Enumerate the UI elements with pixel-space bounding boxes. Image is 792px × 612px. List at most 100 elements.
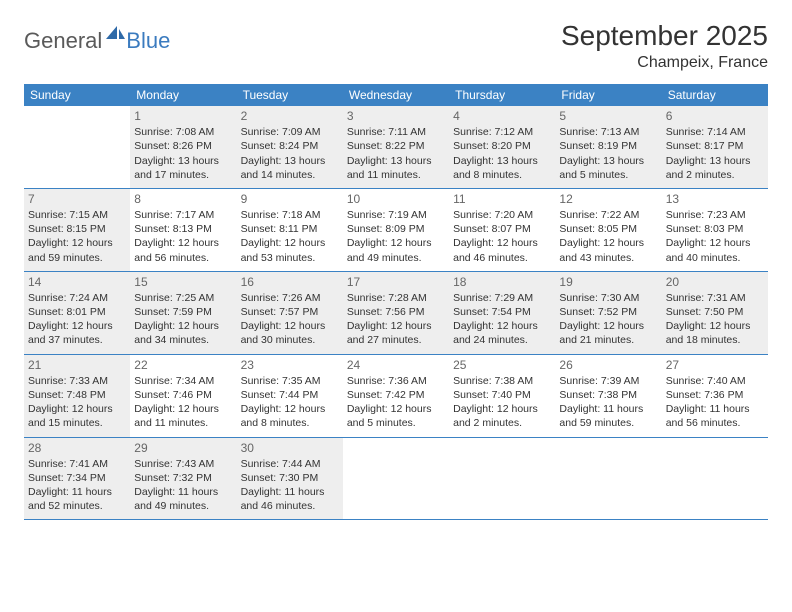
daylight-text: Daylight: 12 hours and 2 minutes. xyxy=(453,402,551,430)
day-cell: 7Sunrise: 7:15 AMSunset: 8:15 PMDaylight… xyxy=(24,189,130,271)
day-cell: 26Sunrise: 7:39 AMSunset: 7:38 PMDayligh… xyxy=(555,355,661,437)
sunrise-text: Sunrise: 7:35 AM xyxy=(241,374,339,388)
sunset-text: Sunset: 8:11 PM xyxy=(241,222,339,236)
day-number: 19 xyxy=(559,274,657,290)
day-number: 26 xyxy=(559,357,657,373)
sunset-text: Sunset: 7:36 PM xyxy=(666,388,764,402)
day-number: 27 xyxy=(666,357,764,373)
weeks-container: 1Sunrise: 7:08 AMSunset: 8:26 PMDaylight… xyxy=(24,106,768,520)
day-cell: 9Sunrise: 7:18 AMSunset: 8:11 PMDaylight… xyxy=(237,189,343,271)
day-number: 2 xyxy=(241,108,339,124)
day-number: 10 xyxy=(347,191,445,207)
sunrise-text: Sunrise: 7:15 AM xyxy=(28,208,126,222)
sunrise-text: Sunrise: 7:36 AM xyxy=(347,374,445,388)
sunset-text: Sunset: 8:05 PM xyxy=(559,222,657,236)
day-cell: 4Sunrise: 7:12 AMSunset: 8:20 PMDaylight… xyxy=(449,106,555,188)
daylight-text: Daylight: 13 hours and 8 minutes. xyxy=(453,154,551,182)
week-row: 28Sunrise: 7:41 AMSunset: 7:34 PMDayligh… xyxy=(24,438,768,521)
sunset-text: Sunset: 7:59 PM xyxy=(134,305,232,319)
week-row: 1Sunrise: 7:08 AMSunset: 8:26 PMDaylight… xyxy=(24,106,768,189)
day-cell: 23Sunrise: 7:35 AMSunset: 7:44 PMDayligh… xyxy=(237,355,343,437)
day-cell: 5Sunrise: 7:13 AMSunset: 8:19 PMDaylight… xyxy=(555,106,661,188)
day-cell: 17Sunrise: 7:28 AMSunset: 7:56 PMDayligh… xyxy=(343,272,449,354)
day-number: 3 xyxy=(347,108,445,124)
sunset-text: Sunset: 8:15 PM xyxy=(28,222,126,236)
sunrise-text: Sunrise: 7:34 AM xyxy=(134,374,232,388)
location: Champeix, France xyxy=(561,54,768,72)
day-number: 24 xyxy=(347,357,445,373)
sunrise-text: Sunrise: 7:17 AM xyxy=(134,208,232,222)
day-number: 7 xyxy=(28,191,126,207)
day-cell xyxy=(449,438,555,520)
day-cell: 18Sunrise: 7:29 AMSunset: 7:54 PMDayligh… xyxy=(449,272,555,354)
day-number: 11 xyxy=(453,191,551,207)
day-number: 29 xyxy=(134,440,232,456)
daylight-text: Daylight: 11 hours and 52 minutes. xyxy=(28,485,126,513)
day-number: 22 xyxy=(134,357,232,373)
sunset-text: Sunset: 7:30 PM xyxy=(241,471,339,485)
daylight-text: Daylight: 12 hours and 43 minutes. xyxy=(559,236,657,264)
day-cell: 11Sunrise: 7:20 AMSunset: 8:07 PMDayligh… xyxy=(449,189,555,271)
daylight-text: Daylight: 12 hours and 59 minutes. xyxy=(28,236,126,264)
day-cell: 8Sunrise: 7:17 AMSunset: 8:13 PMDaylight… xyxy=(130,189,236,271)
day-cell: 24Sunrise: 7:36 AMSunset: 7:42 PMDayligh… xyxy=(343,355,449,437)
sunrise-text: Sunrise: 7:08 AM xyxy=(134,125,232,139)
day-cell: 22Sunrise: 7:34 AMSunset: 7:46 PMDayligh… xyxy=(130,355,236,437)
sunset-text: Sunset: 7:48 PM xyxy=(28,388,126,402)
sunrise-text: Sunrise: 7:09 AM xyxy=(241,125,339,139)
sunset-text: Sunset: 7:46 PM xyxy=(134,388,232,402)
logo-sail-icon xyxy=(106,24,126,45)
sunset-text: Sunset: 8:03 PM xyxy=(666,222,764,236)
sunset-text: Sunset: 7:42 PM xyxy=(347,388,445,402)
day-cell: 28Sunrise: 7:41 AMSunset: 7:34 PMDayligh… xyxy=(24,438,130,520)
weekday-header: Tuesday xyxy=(237,84,343,106)
sunset-text: Sunset: 8:26 PM xyxy=(134,139,232,153)
sunset-text: Sunset: 7:50 PM xyxy=(666,305,764,319)
day-cell: 29Sunrise: 7:43 AMSunset: 7:32 PMDayligh… xyxy=(130,438,236,520)
daylight-text: Daylight: 13 hours and 14 minutes. xyxy=(241,154,339,182)
sunset-text: Sunset: 8:17 PM xyxy=(666,139,764,153)
day-number: 6 xyxy=(666,108,764,124)
sunrise-text: Sunrise: 7:30 AM xyxy=(559,291,657,305)
day-number: 20 xyxy=(666,274,764,290)
sunset-text: Sunset: 8:22 PM xyxy=(347,139,445,153)
day-number: 12 xyxy=(559,191,657,207)
sunrise-text: Sunrise: 7:25 AM xyxy=(134,291,232,305)
daylight-text: Daylight: 12 hours and 30 minutes. xyxy=(241,319,339,347)
sunrise-text: Sunrise: 7:28 AM xyxy=(347,291,445,305)
daylight-text: Daylight: 12 hours and 5 minutes. xyxy=(347,402,445,430)
logo-text-general: General xyxy=(24,28,102,54)
daylight-text: Daylight: 12 hours and 18 minutes. xyxy=(666,319,764,347)
page-header: General Blue September 2025 Champeix, Fr… xyxy=(24,20,768,72)
sunrise-text: Sunrise: 7:43 AM xyxy=(134,457,232,471)
day-cell xyxy=(24,106,130,188)
day-number: 9 xyxy=(241,191,339,207)
daylight-text: Daylight: 11 hours and 46 minutes. xyxy=(241,485,339,513)
logo-text-blue: Blue xyxy=(126,28,170,54)
weekday-header: Monday xyxy=(130,84,236,106)
weekday-header-row: Sunday Monday Tuesday Wednesday Thursday… xyxy=(24,84,768,106)
weekday-header: Wednesday xyxy=(343,84,449,106)
day-cell: 20Sunrise: 7:31 AMSunset: 7:50 PMDayligh… xyxy=(662,272,768,354)
day-number: 25 xyxy=(453,357,551,373)
sunrise-text: Sunrise: 7:19 AM xyxy=(347,208,445,222)
day-cell: 30Sunrise: 7:44 AMSunset: 7:30 PMDayligh… xyxy=(237,438,343,520)
sunset-text: Sunset: 8:07 PM xyxy=(453,222,551,236)
daylight-text: Daylight: 11 hours and 59 minutes. xyxy=(559,402,657,430)
daylight-text: Daylight: 11 hours and 56 minutes. xyxy=(666,402,764,430)
sunset-text: Sunset: 7:34 PM xyxy=(28,471,126,485)
day-number: 21 xyxy=(28,357,126,373)
sunrise-text: Sunrise: 7:40 AM xyxy=(666,374,764,388)
daylight-text: Daylight: 13 hours and 5 minutes. xyxy=(559,154,657,182)
day-number: 14 xyxy=(28,274,126,290)
day-number: 13 xyxy=(666,191,764,207)
sunset-text: Sunset: 7:54 PM xyxy=(453,305,551,319)
sunrise-text: Sunrise: 7:11 AM xyxy=(347,125,445,139)
weekday-header: Sunday xyxy=(24,84,130,106)
day-number: 23 xyxy=(241,357,339,373)
daylight-text: Daylight: 12 hours and 56 minutes. xyxy=(134,236,232,264)
daylight-text: Daylight: 13 hours and 11 minutes. xyxy=(347,154,445,182)
week-row: 14Sunrise: 7:24 AMSunset: 8:01 PMDayligh… xyxy=(24,272,768,355)
sunrise-text: Sunrise: 7:12 AM xyxy=(453,125,551,139)
sunrise-text: Sunrise: 7:29 AM xyxy=(453,291,551,305)
